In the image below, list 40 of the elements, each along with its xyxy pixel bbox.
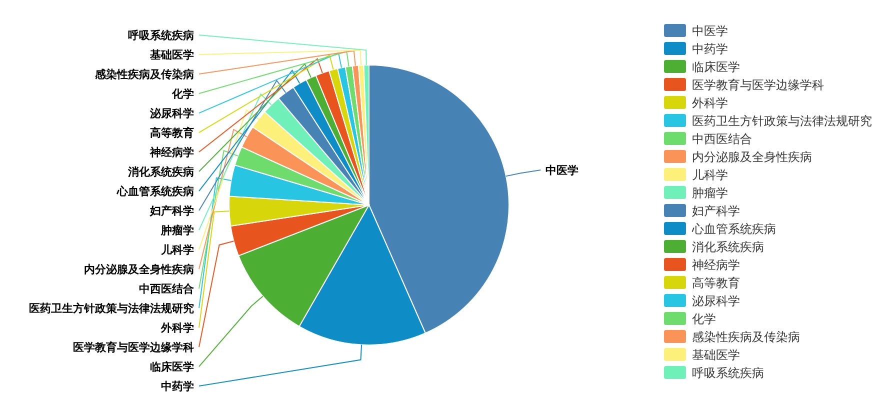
legend-label: 消化系统疾病 xyxy=(692,240,764,254)
legend-label: 高等教育 xyxy=(692,276,740,290)
legend-label: 中药学 xyxy=(692,42,728,56)
legend-label: 呼吸系统疾病 xyxy=(692,366,764,380)
slice-label: 内分泌腺及全身性疾病 xyxy=(84,263,194,276)
slice-label: 医药卫生方针政策与法律法规研究 xyxy=(29,302,194,316)
legend-label: 妇产科学 xyxy=(692,204,740,218)
slice-label: 泌尿科学 xyxy=(149,107,194,120)
legend-label: 心血管系统疾病 xyxy=(691,222,776,236)
slice-label: 高等教育 xyxy=(150,126,194,140)
slice-label: 医学教育与医学边缘学科 xyxy=(73,341,194,354)
legend-label: 内分泌腺及全身性疾病 xyxy=(692,150,812,164)
slice-label: 中西医结合 xyxy=(139,282,195,296)
legend-label: 外科学 xyxy=(692,96,728,110)
slice-label: 化学 xyxy=(171,88,194,101)
slice-label: 中医学 xyxy=(546,164,579,178)
legend-label: 基础医学 xyxy=(692,348,740,362)
slice-label: 感染性疾病及传染病 xyxy=(94,68,194,82)
slice-label: 肿瘤学 xyxy=(160,224,194,238)
legend-label: 医药卫生方针政策与法律法规研究 xyxy=(692,114,872,128)
legend-label: 神经病学 xyxy=(692,258,740,272)
legend-label: 中西医结合 xyxy=(692,132,752,146)
slice-label: 心血管系统疾病 xyxy=(116,185,194,198)
legend-label: 临床医学 xyxy=(692,60,740,74)
slice-label: 呼吸系统疾病 xyxy=(128,29,194,42)
legend-label: 儿科学 xyxy=(692,168,728,182)
legend-label: 感染性疾病及传染病 xyxy=(692,330,800,344)
legend-label: 中医学 xyxy=(692,24,728,38)
legend-label: 肿瘤学 xyxy=(692,186,728,200)
slice-label: 外科学 xyxy=(160,322,194,335)
slice-label: 临床医学 xyxy=(150,360,194,374)
legend-label: 化学 xyxy=(692,312,716,326)
slice-label: 基础医学 xyxy=(149,48,194,62)
slice-label: 消化系统疾病 xyxy=(127,166,194,179)
slice-label: 神经病学 xyxy=(149,146,194,160)
legend-label: 泌尿科学 xyxy=(692,294,740,308)
legend-label: 医学教育与医学边缘学科 xyxy=(692,78,824,92)
slice-label: 妇产科学 xyxy=(149,204,194,218)
slice-label: 儿科学 xyxy=(160,244,194,257)
slice-label: 中药学 xyxy=(161,380,194,394)
